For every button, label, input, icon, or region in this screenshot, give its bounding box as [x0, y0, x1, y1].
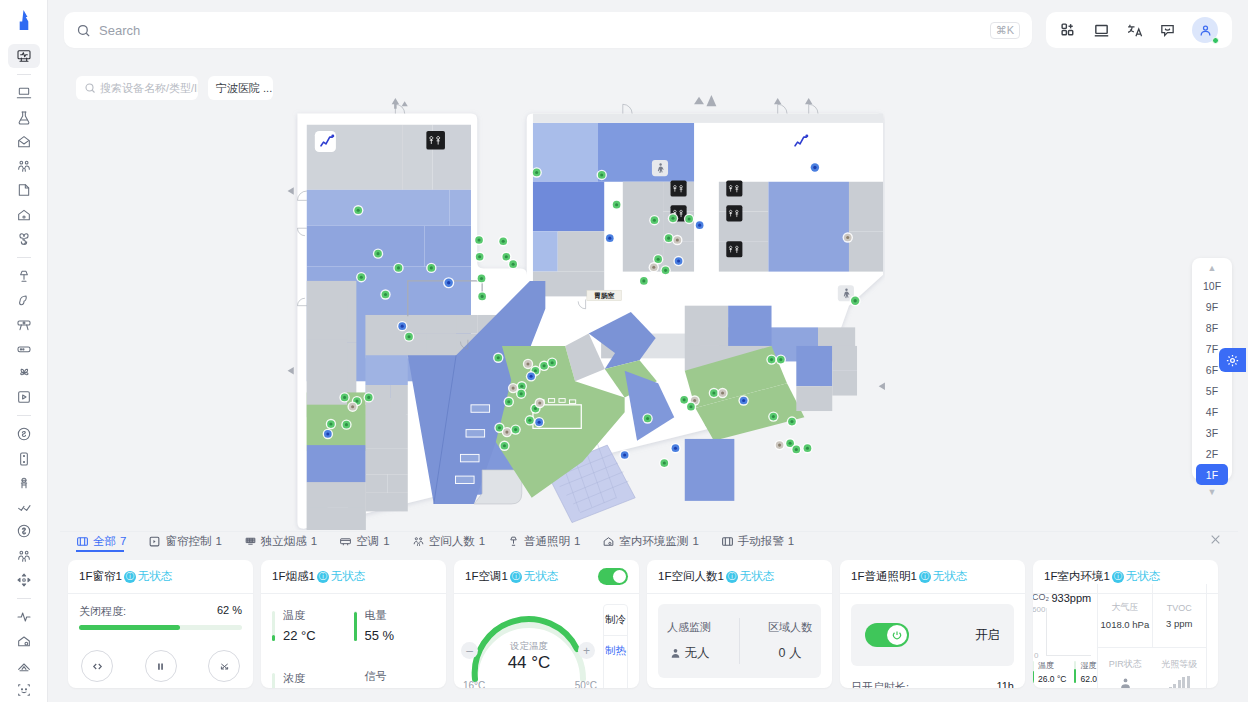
svg-text:胃肠室: 胃肠室 [594, 292, 615, 300]
